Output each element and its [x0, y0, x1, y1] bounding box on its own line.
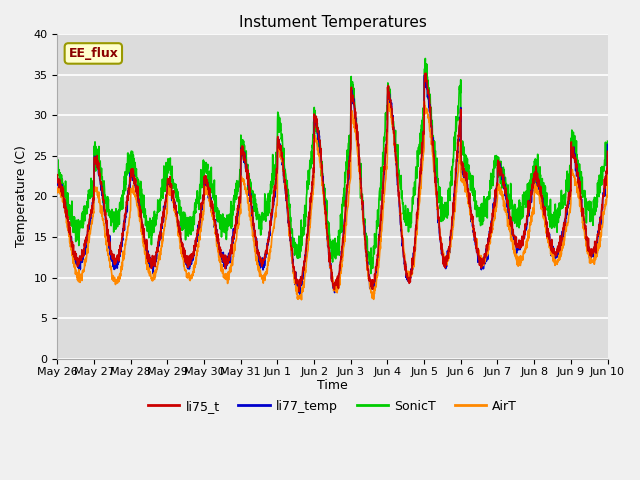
li75_t — [493, 182, 500, 188]
li77_temp — [296, 291, 303, 297]
li75_t — [349, 94, 356, 100]
AirT — [360, 232, 368, 238]
SonicT — [571, 133, 579, 139]
li77_temp — [54, 182, 61, 188]
AirT — [207, 201, 214, 206]
li77_temp — [556, 252, 563, 257]
SonicT — [556, 200, 563, 206]
Y-axis label: Temperature (C): Temperature (C) — [15, 145, 28, 247]
li77_temp — [493, 190, 500, 196]
li75_t — [295, 288, 303, 294]
li75_t — [556, 239, 563, 245]
li75_t — [571, 153, 579, 159]
Text: EE_flux: EE_flux — [68, 47, 118, 60]
AirT — [298, 297, 305, 302]
li77_temp — [604, 142, 611, 147]
Line: SonicT: SonicT — [58, 59, 607, 274]
Line: li77_temp: li77_temp — [58, 75, 607, 294]
SonicT — [422, 56, 429, 61]
Line: li75_t: li75_t — [58, 73, 607, 291]
AirT — [556, 252, 563, 258]
li75_t — [360, 228, 368, 234]
li75_t — [207, 203, 214, 208]
Title: Instument Temperatures: Instument Temperatures — [239, 15, 426, 30]
li77_temp — [360, 223, 368, 228]
SonicT — [360, 221, 368, 227]
SonicT — [493, 160, 500, 166]
AirT — [349, 112, 356, 118]
SonicT — [604, 138, 611, 144]
li75_t — [422, 71, 429, 76]
Legend: li75_t, li77_temp, SonicT, AirT: li75_t, li77_temp, SonicT, AirT — [143, 395, 522, 418]
AirT — [604, 172, 611, 178]
li77_temp — [420, 72, 428, 78]
li77_temp — [349, 94, 356, 99]
Line: AirT: AirT — [58, 100, 607, 300]
li77_temp — [207, 195, 214, 201]
SonicT — [348, 96, 356, 102]
SonicT — [207, 179, 214, 185]
li75_t — [54, 172, 61, 178]
AirT — [54, 190, 61, 195]
SonicT — [367, 271, 374, 276]
AirT — [493, 203, 500, 208]
X-axis label: Time: Time — [317, 379, 348, 392]
AirT — [384, 97, 392, 103]
AirT — [571, 174, 579, 180]
li75_t — [604, 148, 611, 154]
li77_temp — [571, 156, 579, 162]
SonicT — [54, 171, 61, 177]
